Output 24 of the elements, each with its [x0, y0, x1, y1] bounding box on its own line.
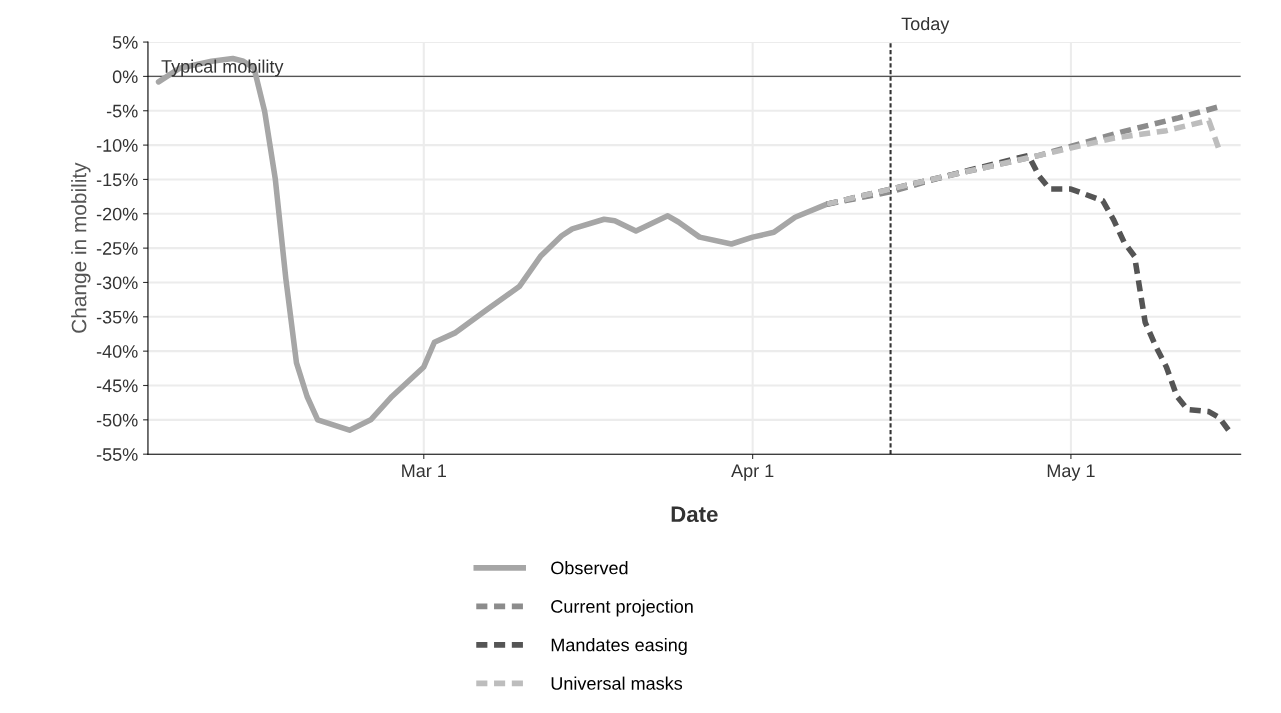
x-tick-label: May 1 [1047, 464, 1095, 481]
y-tick-label: -55% [96, 448, 138, 461]
y-tick-label: -30% [96, 276, 138, 290]
y-tick-label: -40% [96, 345, 138, 358]
y-axis-title: Change in mobility [71, 162, 91, 333]
x-tick-label: Mar 1 [402, 464, 446, 478]
y-tick-label: -50% [96, 413, 138, 427]
y-tick-label: 5% [112, 36, 138, 49]
y-tick-label: -5% [106, 104, 138, 118]
legend-label: Current projection [551, 599, 693, 617]
y-tick-label: -45% [96, 379, 138, 393]
ref-line-label: Typical mobility [161, 59, 284, 77]
y-tick-label: -15% [96, 173, 138, 187]
legend-label: Mandates easing [551, 638, 687, 655]
y-tick-label: -25% [96, 242, 138, 255]
legend-label: Universal masks [551, 676, 683, 690]
y-tick-label: -35% [96, 310, 138, 324]
x-axis-title: Date [671, 506, 718, 523]
legend-label: Observed [551, 561, 628, 575]
y-tick-label: -10% [96, 139, 138, 152]
ref-line-label: Today [901, 16, 950, 34]
y-tick-label: 0% [112, 70, 138, 84]
x-tick-label: Apr 1 [731, 464, 774, 481]
y-tick-label: -20% [96, 207, 138, 221]
